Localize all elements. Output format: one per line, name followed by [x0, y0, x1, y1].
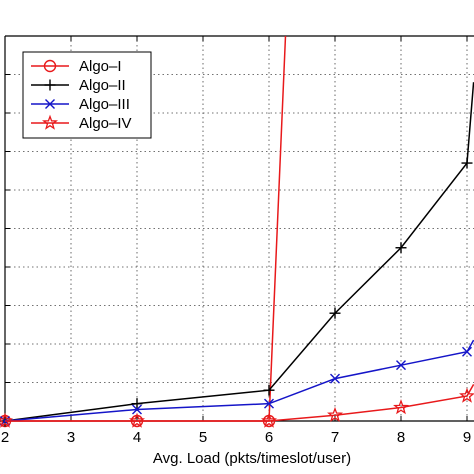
marker-x-b [132, 404, 142, 415]
x-tick-label: 6 [265, 429, 273, 446]
legend-label: Algo–III [79, 96, 130, 113]
marker-x-b [330, 373, 340, 384]
legend: Algo–I Algo–II Algo–III Algo–IV [22, 51, 152, 139]
x-tick-label: 4 [133, 429, 141, 446]
marker-star [0, 412, 13, 428]
marker-star [327, 406, 343, 422]
marker-circle [43, 59, 57, 73]
legend-item-3: Algo–III [31, 96, 130, 113]
grid [5, 36, 474, 421]
x-tick-label: 2 [1, 429, 9, 446]
marker-x-b [264, 398, 274, 409]
x-tick-label: 3 [67, 429, 75, 446]
marker-x-b [396, 360, 406, 371]
legend-label: Algo–IV [79, 115, 132, 132]
series-3 [0, 339, 474, 426]
marker-star [129, 412, 145, 428]
legend-item-2: Algo–II [31, 77, 126, 94]
marker-star [42, 114, 58, 130]
legend-item-1: Algo–I [31, 58, 122, 75]
marker-x-b [45, 99, 55, 109]
x-tick-label: 7 [331, 429, 339, 446]
legend-item-4: Algo–IV [31, 114, 132, 132]
series-line [5, 384, 474, 422]
marker-star [393, 399, 409, 415]
x-axis-label: Avg. Load (pkts/timeslot/user) [153, 450, 351, 467]
marker-star [459, 387, 474, 403]
x-tick-label: 8 [397, 429, 405, 446]
marker-star [261, 412, 277, 428]
x-tick-label: 5 [199, 429, 207, 446]
legend-label: Algo–II [79, 77, 126, 94]
series-4 [0, 384, 474, 428]
x-tick-label: 9 [463, 429, 471, 446]
tick-labels: 2 3 4 5 6 7 8 9 [1, 429, 471, 446]
legend-label: Algo–I [79, 58, 122, 75]
series-layer [0, 35, 474, 428]
marker-x-b [462, 346, 472, 357]
